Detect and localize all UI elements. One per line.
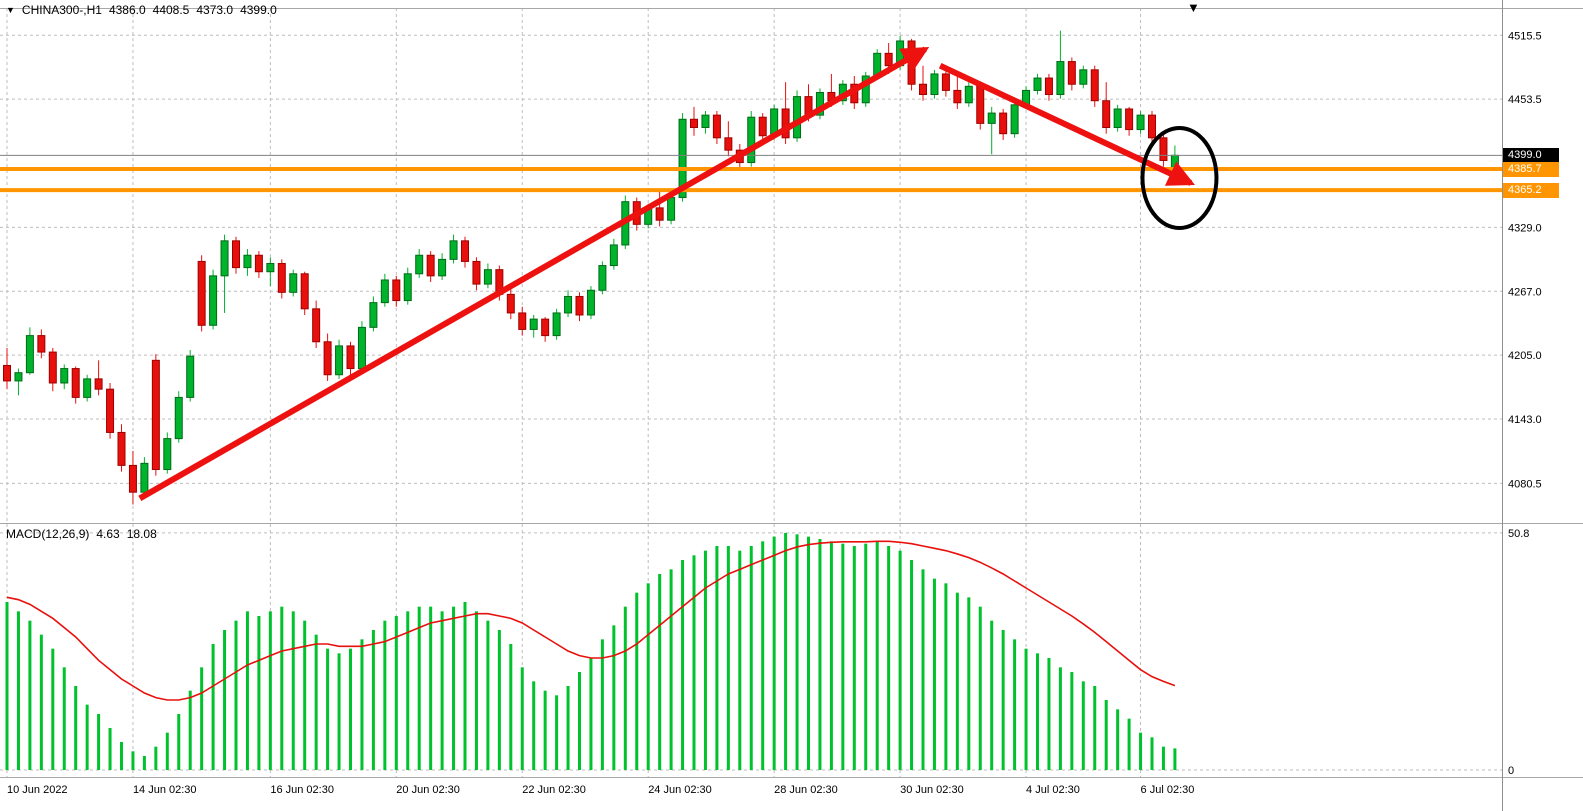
orange-line-badge-1: 4385.7	[1503, 161, 1559, 177]
orange-line-badge-2: 4365.2	[1503, 182, 1559, 198]
current-price-badge: 4399.0	[1503, 147, 1559, 163]
macd-signal-line	[6, 540, 1176, 701]
chart-header: ▼ CHINA300-,H1 4386.0 4408.5 4373.0 4399…	[6, 3, 277, 17]
up-trend-arrow[interactable]	[138, 46, 930, 501]
chart-shift-icon[interactable]: ▼	[1187, 0, 1200, 15]
time-tick-label: 24 Jun 02:30	[648, 784, 712, 796]
price-tick-label: 4267.0	[1508, 286, 1542, 298]
time-tick-label: 20 Jun 02:30	[396, 784, 460, 796]
symbol-dropdown-icon[interactable]: ▼	[6, 5, 15, 15]
macd-label: MACD(12,26,9)	[6, 527, 90, 541]
time-tick-label: 28 Jun 02:30	[774, 784, 838, 796]
time-tick-label: 4 Jul 02:30	[1026, 784, 1080, 796]
macd-tick-label: 50.8	[1508, 528, 1529, 540]
quote-high: 4408.5	[152, 3, 190, 17]
time-tick-label: 6 Jul 02:30	[1141, 784, 1195, 796]
macd-tick-label: 0	[1508, 765, 1514, 777]
macd-signal-value: 18.08	[126, 527, 157, 541]
candles	[3, 30, 1179, 505]
symbol-timeframe-label: CHINA300-,H1	[21, 3, 102, 17]
time-tick-label: 30 Jun 02:30	[900, 784, 964, 796]
price-tick-label: 4515.5	[1508, 30, 1542, 42]
time-axis-labels[interactable]: 10 Jun 2022 14 Jun 02:30 16 Jun 02:30 20 Ju…	[7, 784, 1194, 796]
macd-indicator-header: MACD(12,26,9) 4.63 18.08	[6, 527, 157, 541]
macd-main-value: 4.63	[96, 527, 120, 541]
price-axis-labels[interactable]: 4515.5 4453.5 4329.0 4267.0 4205.0 4143.0 4080…	[1508, 30, 1542, 490]
quote-low: 4373.0	[196, 3, 234, 17]
price-tick-label: 4329.0	[1508, 222, 1542, 234]
macd-histogram	[5, 532, 1177, 770]
highlight-ellipse[interactable]	[1140, 125, 1219, 230]
price-tick-label: 4205.0	[1508, 350, 1542, 362]
price-tick-label: 4080.5	[1508, 478, 1542, 490]
time-tick-label: 16 Jun 02:30	[270, 784, 334, 796]
price-tick-label: 4143.0	[1508, 414, 1542, 426]
quote-open: 4386.0	[108, 3, 146, 17]
down-trend-arrow[interactable]	[938, 62, 1196, 186]
quote-close: 4399.0	[240, 3, 277, 17]
time-tick-label: 22 Jun 02:30	[522, 784, 586, 796]
time-tick-label: 10 Jun 2022	[7, 784, 68, 796]
time-tick-label: 14 Jun 02:30	[133, 784, 197, 796]
macd-axis-labels[interactable]: 50.80	[1508, 528, 1529, 777]
price-tick-label: 4453.5	[1508, 94, 1542, 106]
